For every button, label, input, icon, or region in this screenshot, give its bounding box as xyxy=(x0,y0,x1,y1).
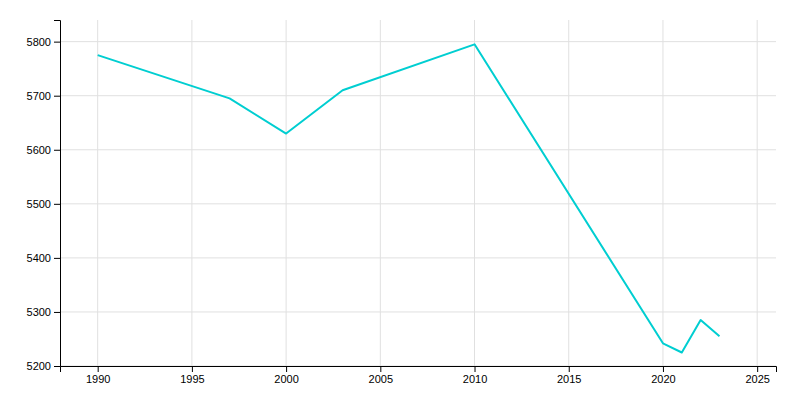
tick-mark xyxy=(663,366,664,372)
grid-line-x xyxy=(757,20,758,366)
grid-line-y xyxy=(60,203,776,204)
tick-mark xyxy=(286,366,287,372)
tick-mark xyxy=(569,366,570,372)
tick-label: 5400 xyxy=(27,252,51,264)
tick: 1995 xyxy=(180,366,204,385)
grid-line-y xyxy=(60,95,776,96)
tick-label: 2005 xyxy=(369,373,393,385)
tick: 5300 xyxy=(27,306,60,318)
grid-line-x xyxy=(380,20,381,366)
tick: 2020 xyxy=(651,366,675,385)
tick-mark xyxy=(757,366,758,372)
tick-label: 5700 xyxy=(27,90,51,102)
grid-line-x xyxy=(474,20,475,366)
tick: 5200 xyxy=(27,360,60,372)
tick-mark xyxy=(54,96,60,97)
tick: 5400 xyxy=(27,252,60,264)
plot: 1990 1995 2000 2005 2010 2015 2020 2025 5200 5300… xyxy=(27,20,777,385)
tick-label: 5200 xyxy=(27,360,51,372)
tick: 5800 xyxy=(27,36,60,48)
grid xyxy=(60,20,776,366)
grid-line-x xyxy=(191,20,192,366)
tick-mark xyxy=(380,366,381,372)
tick-mark xyxy=(54,150,60,151)
tick-label: 5600 xyxy=(27,144,51,156)
grid-line-x xyxy=(662,20,663,366)
chart: 1990 1995 2000 2005 2010 2015 2020 2025 5200 5300… xyxy=(0,0,800,400)
tick-label: 1995 xyxy=(180,373,204,385)
tick: 1990 xyxy=(86,366,110,385)
tick-label: 2015 xyxy=(557,373,581,385)
x-axis: 1990 1995 2000 2005 2010 2015 2020 2025 xyxy=(61,366,777,385)
y-axis: 5200 5300 5400 5500 5600 5700 5800 xyxy=(27,21,61,373)
tick-mark xyxy=(475,366,476,372)
grid-line-y xyxy=(60,257,776,258)
axis-line xyxy=(54,21,61,367)
tick: 5500 xyxy=(27,198,60,210)
grid-line-x xyxy=(97,20,98,366)
grid-line-x xyxy=(286,20,287,366)
tick: 2010 xyxy=(463,366,487,385)
tick-mark xyxy=(54,366,60,367)
axis-line xyxy=(61,367,777,373)
tick: 2005 xyxy=(369,366,393,385)
tick-mark xyxy=(54,258,60,259)
tick: 5700 xyxy=(27,90,60,102)
tick-label: 2020 xyxy=(651,373,675,385)
tick-mark xyxy=(192,366,193,372)
grid-line-y xyxy=(60,149,776,150)
tick-label: 1990 xyxy=(86,373,110,385)
line xyxy=(98,44,720,352)
tick-label: 2000 xyxy=(274,373,298,385)
tick-label: 5500 xyxy=(27,198,51,210)
tick: 2000 xyxy=(274,366,298,385)
tick: 2015 xyxy=(557,366,581,385)
marks xyxy=(98,44,720,352)
tick-label: 2010 xyxy=(463,373,487,385)
grid-line-y xyxy=(60,311,776,312)
tick-label: 5800 xyxy=(27,36,51,48)
tick: 2025 xyxy=(745,366,769,385)
tick-mark xyxy=(54,312,60,313)
tick-label: 5300 xyxy=(27,306,51,318)
tick-label: 2025 xyxy=(745,373,769,385)
tick-mark xyxy=(54,42,60,43)
tick: 5600 xyxy=(27,144,60,156)
tick-mark xyxy=(98,366,99,372)
tick-mark xyxy=(54,204,60,205)
grid-line-y xyxy=(60,41,776,42)
